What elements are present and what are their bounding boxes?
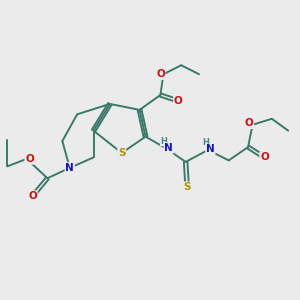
Text: O: O: [156, 69, 165, 79]
Text: O: O: [260, 152, 269, 162]
Text: H: H: [202, 138, 209, 147]
Text: S: S: [183, 182, 191, 192]
Text: O: O: [244, 118, 253, 128]
Text: H: H: [160, 136, 167, 146]
Text: N: N: [164, 143, 173, 153]
Text: S: S: [118, 148, 125, 158]
Text: O: O: [28, 191, 37, 201]
Text: O: O: [25, 154, 34, 164]
Text: N: N: [65, 163, 74, 173]
Text: O: O: [174, 96, 183, 106]
Text: N: N: [206, 144, 215, 154]
